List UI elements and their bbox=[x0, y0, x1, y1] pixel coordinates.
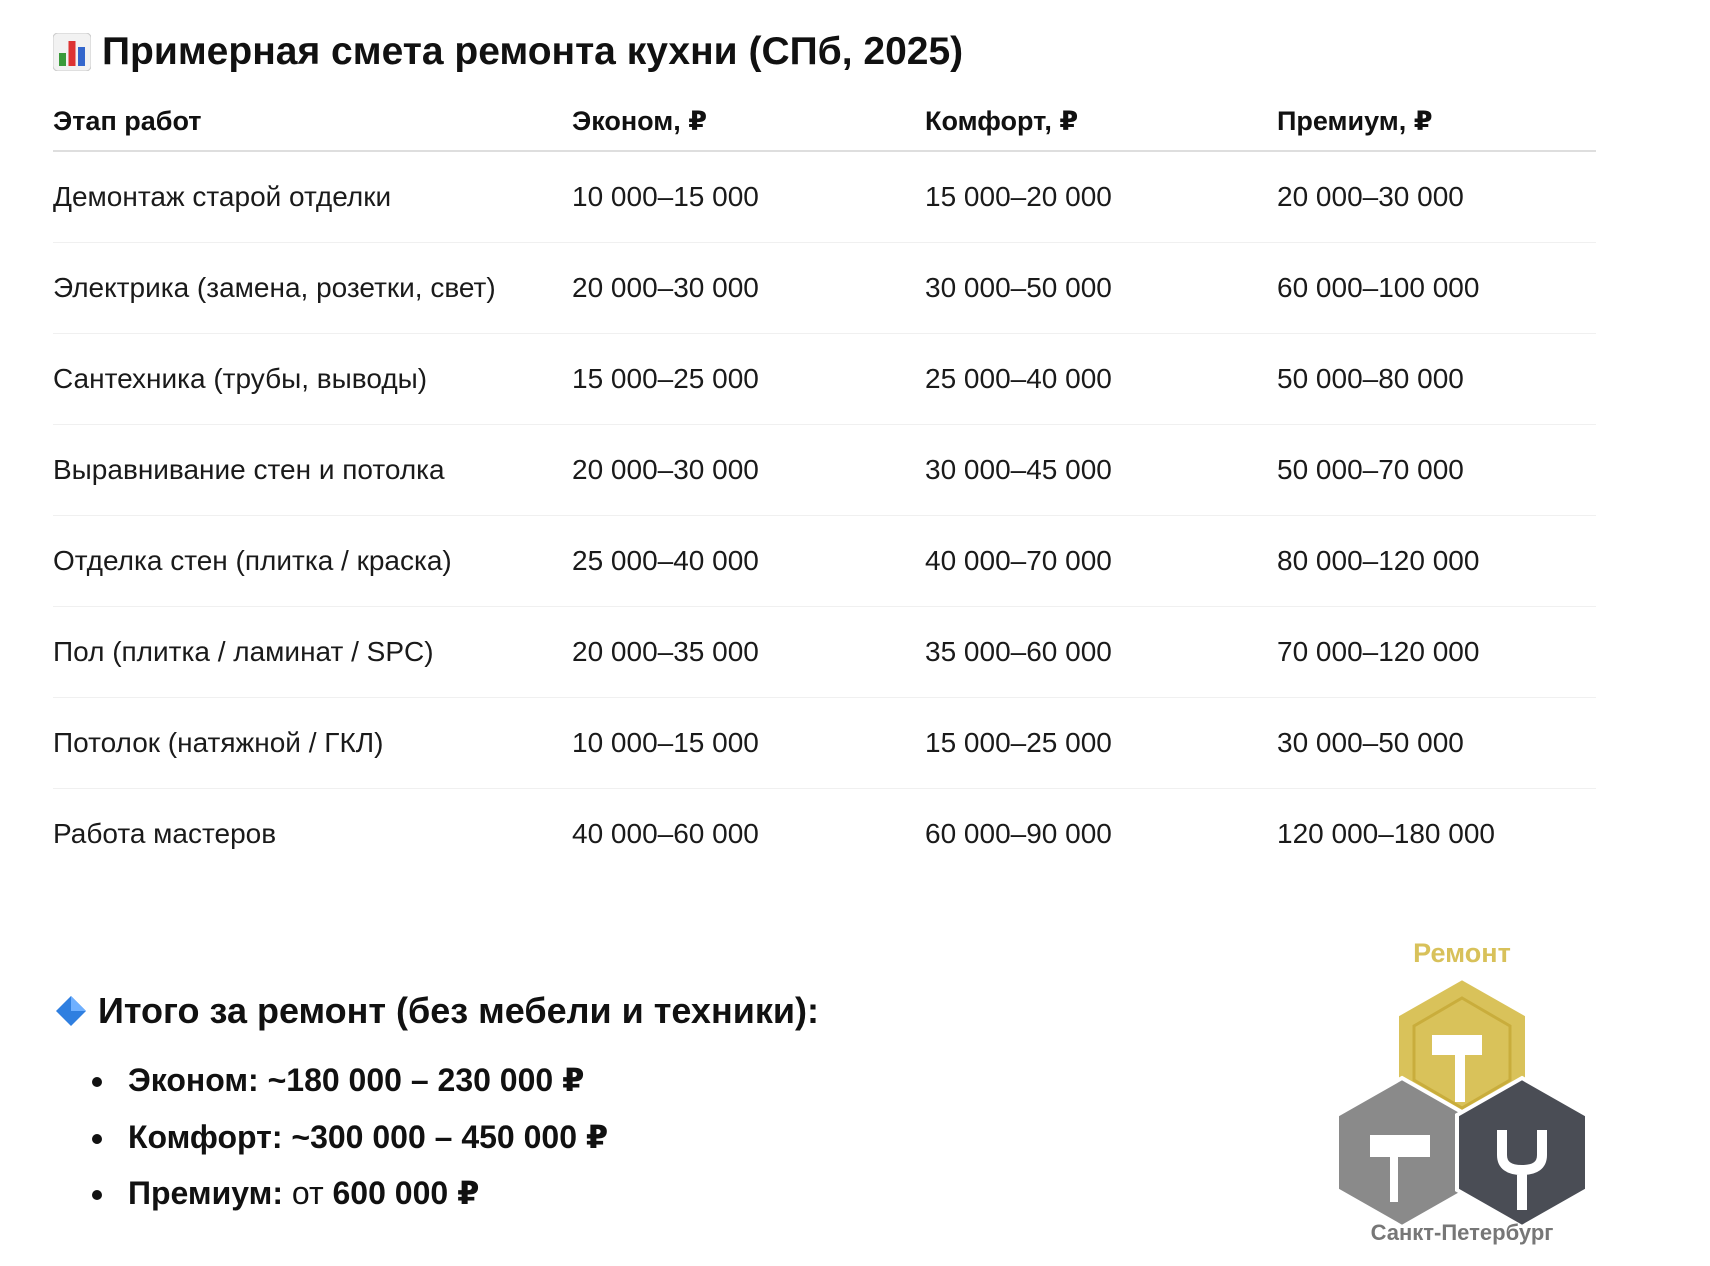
totals-heading: Итого за ремонт (без мебели и техники): bbox=[98, 990, 819, 1031]
cell: 15 000–25 000 bbox=[572, 333, 925, 425]
row: Демонтаж старой отделки 10 000–15 000 15 0… bbox=[53, 151, 1596, 243]
cell: 30 000–45 000 bbox=[925, 424, 1277, 516]
logo-bottom: Санкт-Петербург bbox=[1371, 1220, 1554, 1245]
logo: Ремонт Санкт-Петербург bbox=[1335, 940, 1589, 1245]
row: Электрика (замена, розетки, свет) 20 000–… bbox=[53, 242, 1596, 334]
title: Примерная смета ремонта кухни (СПб, 2025… bbox=[102, 30, 964, 73]
cell: 40 000–60 000 bbox=[572, 818, 759, 849]
total-value: ~180 000 – 230 000 ₽ bbox=[267, 1062, 585, 1098]
cell: 25 000–40 000 bbox=[572, 515, 925, 607]
cell: 30 000–50 000 bbox=[1277, 697, 1596, 789]
cell: 15 000–25 000 bbox=[925, 697, 1277, 789]
cell: 20 000–30 000 bbox=[572, 424, 925, 516]
cell: 15 000–20 000 bbox=[925, 151, 1277, 243]
total-label: Комфорт: bbox=[128, 1118, 283, 1155]
cell: 40 000–70 000 bbox=[925, 515, 1277, 607]
total-item: Эконом: ~180 000 – 230 000 ₽ bbox=[118, 1052, 608, 1109]
row: Работа мастеров 40 000–60 000 60 000–90 00… bbox=[53, 789, 1596, 880]
cell: 80 000–120 000 bbox=[1277, 515, 1596, 607]
total-prefix: от bbox=[291, 1175, 324, 1211]
total-item: Комфорт: ~300 000 – 450 000 ₽ bbox=[118, 1109, 608, 1166]
cell: Пол (плитка / ламинат / SPC) bbox=[53, 606, 572, 698]
cell: 50 000–70 000 bbox=[1277, 424, 1596, 516]
cell: 60 000–90 000 bbox=[925, 818, 1112, 849]
total-value: 600 000 ₽ bbox=[332, 1175, 480, 1211]
cell: Демонтаж старой отделки bbox=[53, 151, 572, 243]
total-item: Премиум: от 600 000 ₽ bbox=[118, 1165, 608, 1222]
row: Выравнивание стен и потолка 20 000–30 000… bbox=[53, 424, 1596, 516]
cell: 10 000–15 000 bbox=[572, 697, 925, 789]
total-value: ~300 000 – 450 000 ₽ bbox=[291, 1118, 609, 1155]
diamond-icon bbox=[56, 996, 86, 1026]
cell: 25 000–40 000 bbox=[925, 333, 1277, 425]
totals-list: Эконом: ~180 000 – 230 000 ₽Комфорт: ~30… bbox=[74, 1052, 608, 1222]
header-cell: Этап работ bbox=[53, 92, 572, 152]
row: Пол (плитка / ламинат / SPC) 20 000–35 00… bbox=[53, 606, 1596, 698]
cell: Потолок (натяжной / ГКЛ) bbox=[53, 697, 572, 789]
chart-icon bbox=[53, 33, 91, 71]
cell: 10 000–15 000 bbox=[572, 151, 925, 243]
cell: Отделка стен (плитка / краска) bbox=[53, 515, 572, 607]
header-cell: Премиум, ₽ bbox=[1277, 92, 1596, 152]
cell: 30 000–50 000 bbox=[925, 242, 1277, 334]
estimate-table: Этап работ Эконом, ₽ Комфорт, ₽ Премиум, ₽ … bbox=[53, 92, 1596, 879]
row: Отделка стен (плитка / краска) 25 000–40 … bbox=[53, 515, 1596, 607]
header-cell: Комфорт, ₽ bbox=[925, 92, 1277, 152]
total-label: Премиум: bbox=[128, 1175, 283, 1211]
cell: 70 000–120 000 bbox=[1277, 606, 1596, 698]
logo-top: Ремонт bbox=[1413, 940, 1511, 968]
row: Потолок (натяжной / ГКЛ) 10 000–15 000 15 … bbox=[53, 697, 1596, 789]
header-row: Этап работ Эконом, ₽ Комфорт, ₽ Премиум, ₽ bbox=[53, 92, 1596, 152]
cell: Электрика (замена, розетки, свет) bbox=[53, 242, 572, 334]
cell: 50 000–80 000 bbox=[1277, 333, 1596, 425]
cell: 20 000–30 000 bbox=[572, 242, 925, 334]
cell: Сантехника (трубы, выводы) bbox=[53, 333, 572, 425]
cell: 120 000–180 000 bbox=[1277, 818, 1495, 849]
cell: 20 000–35 000 bbox=[572, 606, 925, 698]
cell: 20 000–30 000 bbox=[1277, 151, 1596, 243]
cell: Выравнивание стен и потолка bbox=[53, 424, 572, 516]
row: Сантехника (трубы, выводы) 15 000–25 000 2… bbox=[53, 333, 1596, 425]
cell: 35 000–60 000 bbox=[925, 606, 1277, 698]
total-label: Эконом: bbox=[128, 1062, 259, 1098]
header-cell: Эконом, ₽ bbox=[572, 92, 925, 152]
cell: Работа мастеров bbox=[53, 818, 277, 849]
cell: 60 000–100 000 bbox=[1277, 242, 1596, 334]
